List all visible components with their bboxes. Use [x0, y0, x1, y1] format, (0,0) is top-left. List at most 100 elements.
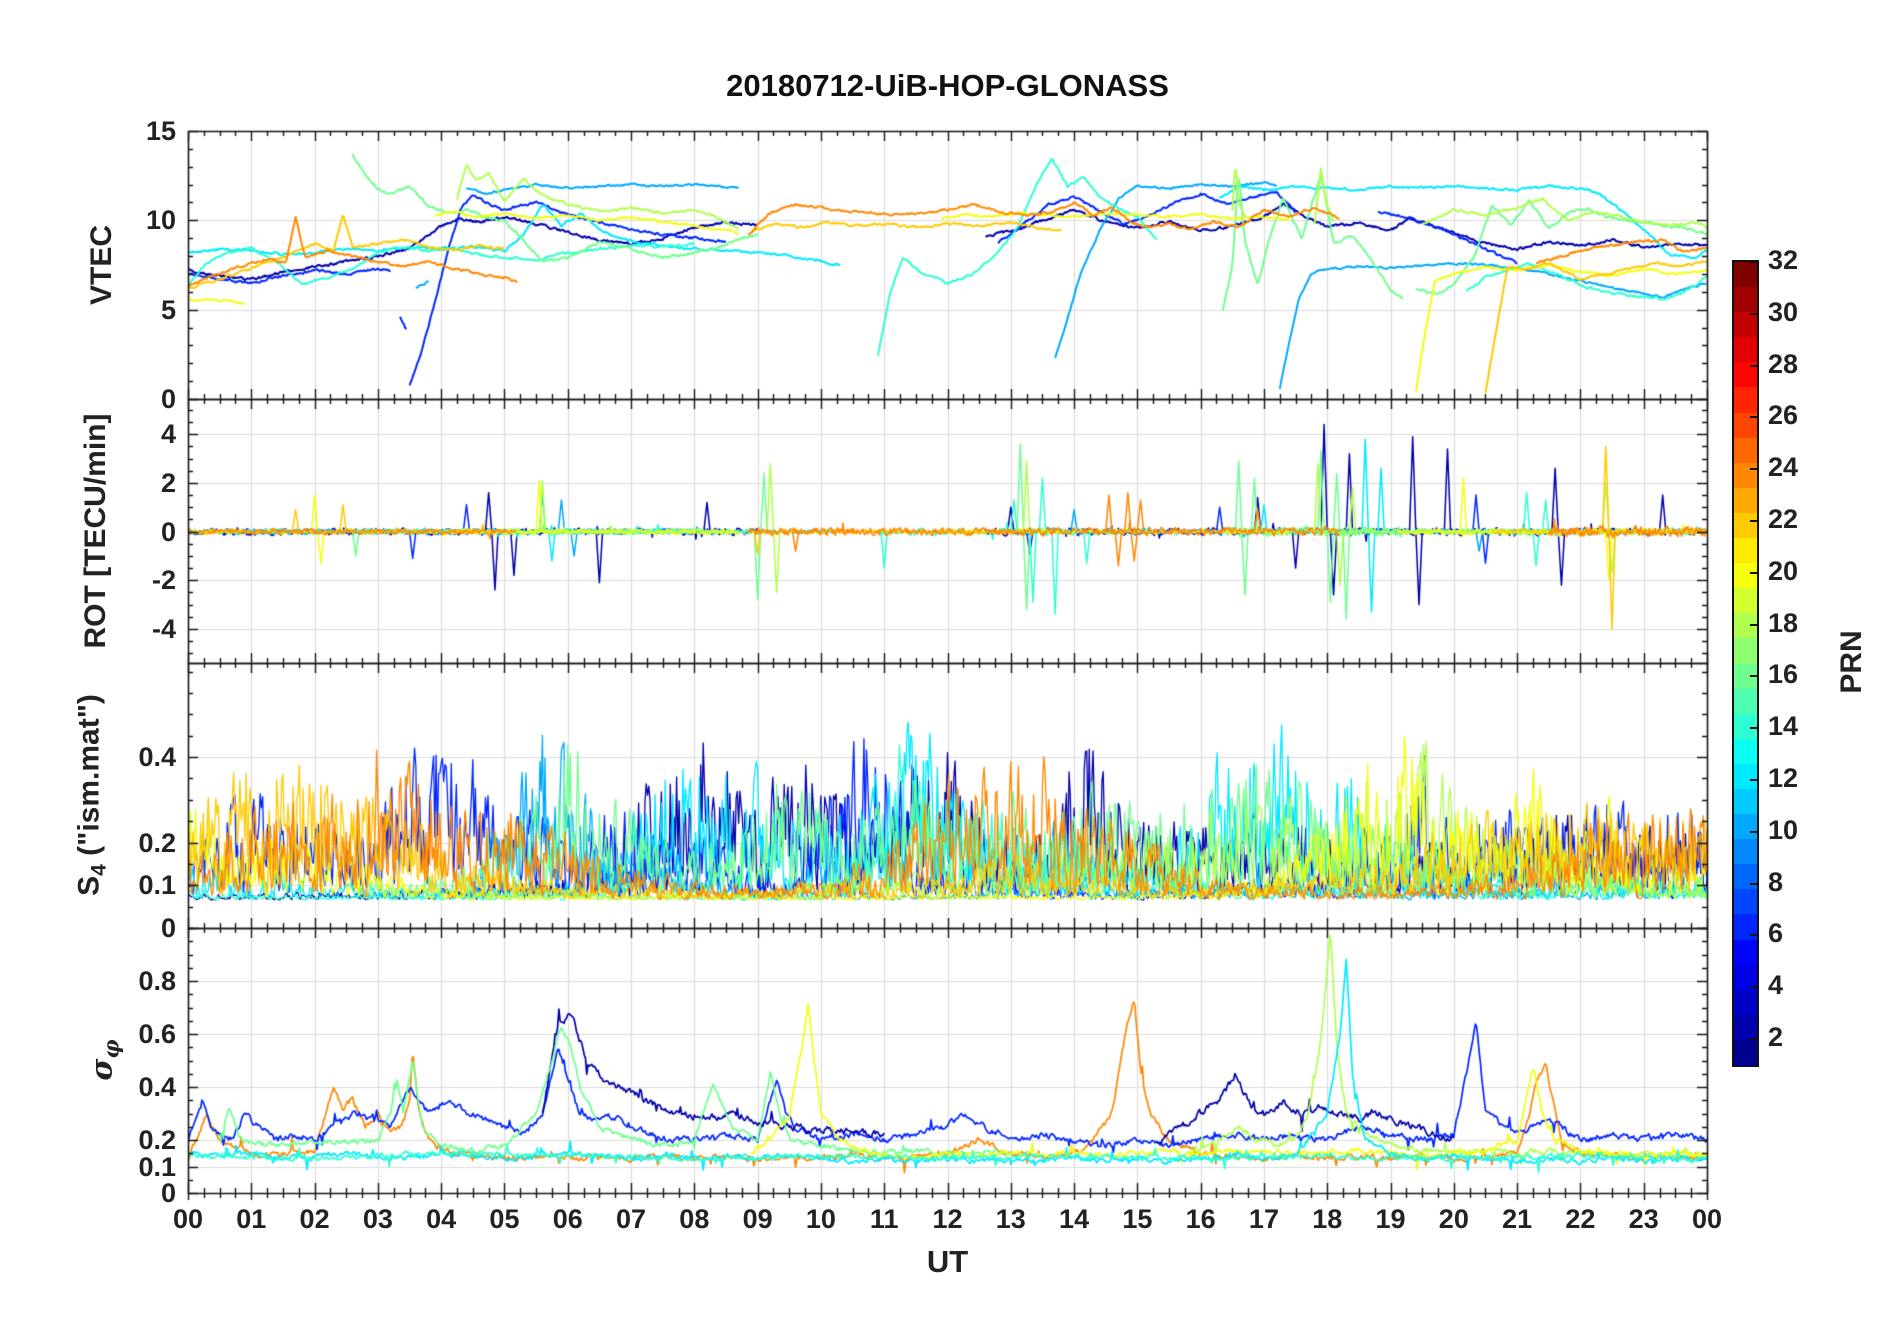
colorbar-tickmark: [1750, 312, 1757, 315]
y-tick-label: 0.2: [138, 1125, 176, 1155]
colorbar-tickmark: [1750, 416, 1757, 419]
y-tick-label: 0.4: [138, 742, 176, 773]
colorbar-tickmark: [1750, 986, 1757, 989]
colorbar-band: [1734, 763, 1757, 790]
colorbar-tick-label: 4: [1768, 970, 1784, 1001]
colorbar-tickmark: [1750, 830, 1757, 833]
colorbar-tick-label: 22: [1768, 504, 1799, 535]
x-tick-label: 20: [1438, 1204, 1469, 1234]
x-tick-label: 06: [552, 1204, 583, 1234]
y-tick-label: 10: [145, 205, 176, 236]
colorbar-band: [1734, 688, 1757, 715]
colorbar-band: [1734, 487, 1757, 514]
x-tick-label: 18: [1312, 1204, 1343, 1234]
x-tick-label: 17: [1248, 1204, 1279, 1234]
y-tick-label: 0.8: [138, 966, 176, 996]
colorbar-tick-label: 24: [1768, 452, 1799, 483]
y-tick-label: 2: [160, 467, 176, 498]
x-tick-label: 10: [805, 1204, 836, 1234]
x-tick-label: 04: [426, 1204, 457, 1234]
colorbar-band: [1734, 262, 1757, 288]
y-tick-label: -2: [151, 565, 176, 596]
plot-title: 20180712-UiB-HOP-GLONASS: [726, 68, 1169, 103]
colorbar-tick-label: 2: [1768, 1022, 1784, 1053]
colorbar-tickmark: [1750, 727, 1757, 730]
x-tick-label: 21: [1502, 1204, 1533, 1234]
y-tick-label: 0.2: [138, 827, 176, 858]
colorbar-band: [1734, 312, 1757, 338]
colorbar-band: [1734, 588, 1757, 614]
x-tick-label: 00: [172, 1204, 204, 1234]
x-tick-label: 11: [869, 1204, 899, 1234]
colorbar-band: [1734, 638, 1757, 664]
colorbar-tick-label: 18: [1768, 607, 1799, 638]
colorbar-band: [1734, 814, 1757, 840]
colorbar-band: [1734, 738, 1757, 765]
colorbar-band: [1734, 1039, 1757, 1066]
y-tick-label: 0: [160, 516, 176, 547]
x-tick-label: 09: [742, 1204, 773, 1234]
x-tick-label: 07: [616, 1204, 647, 1234]
x-tick-label: 00: [1691, 1204, 1723, 1234]
colorbar-tick-label: 16: [1768, 659, 1799, 690]
colorbar-tick-label: 20: [1768, 555, 1799, 586]
colorbar-band: [1734, 387, 1757, 414]
colorbar-band: [1734, 412, 1757, 439]
colorbar-tickmark: [1750, 882, 1757, 885]
y-tick-label: 0: [160, 1178, 176, 1208]
y-tick-label: 0.6: [138, 1019, 176, 1049]
colorbar-band: [1734, 563, 1757, 589]
colorbar-band: [1734, 663, 1757, 690]
colorbar-tickmark: [1750, 520, 1757, 523]
x-tick-label: 14: [1059, 1204, 1090, 1234]
x-tick-label: 08: [679, 1204, 710, 1234]
y-tick-label: 15: [145, 116, 176, 146]
colorbar-band: [1734, 613, 1757, 639]
x-tick-label: 12: [932, 1204, 963, 1234]
colorbar-tick-label: 8: [1768, 866, 1784, 897]
x-tick-label: 15: [1122, 1204, 1153, 1234]
colorbar-tickmark: [1750, 934, 1757, 937]
x-tick-label: 05: [489, 1204, 520, 1234]
colorbar-tickmark: [1750, 571, 1757, 574]
colorbar-band: [1734, 964, 1757, 991]
x-tick-label: 22: [1565, 1204, 1596, 1234]
y-tick-label: 0.4: [138, 1072, 176, 1102]
colorbar-tick-label: 30: [1768, 296, 1799, 327]
x-tick-label: 16: [1185, 1204, 1216, 1234]
colorbar-band: [1734, 512, 1757, 539]
x-tick-label: 03: [362, 1204, 393, 1234]
colorbar-band: [1734, 287, 1757, 313]
x-tick-label: 19: [1375, 1204, 1406, 1234]
ylabel-s4: S4 ("ism.mat"): [72, 694, 111, 896]
colorbar-band: [1734, 788, 1757, 815]
colorbar-tick-label: 28: [1768, 348, 1799, 379]
colorbar-band: [1734, 538, 1757, 564]
colorbar-tick-label: 26: [1768, 400, 1799, 431]
y-tick-label: -4: [151, 613, 176, 644]
colorbar-band: [1734, 989, 1757, 1016]
colorbar-band: [1734, 1014, 1757, 1041]
y-tick-label: 4: [160, 419, 176, 450]
colorbar-tickmark: [1750, 623, 1757, 626]
x-tick-label: 13: [995, 1204, 1026, 1234]
colorbar-label-prn: PRN: [1835, 630, 1868, 694]
colorbar-band: [1734, 362, 1757, 388]
colorbar-tick-label: 14: [1768, 711, 1799, 742]
colorbar-tick-label: 10: [1768, 814, 1799, 845]
y-tick-label: 5: [160, 294, 176, 325]
colorbar-tickmark: [1750, 261, 1757, 263]
y-tick-label: 0.1: [138, 1151, 176, 1182]
ylabel-vtec: VTEC: [85, 224, 118, 306]
y-tick-label: 0: [160, 913, 176, 943]
colorbar-band: [1734, 864, 1757, 890]
colorbar-tickmark: [1750, 364, 1757, 367]
xlabel-ut: UT: [926, 1244, 969, 1279]
colorbar-tickmark: [1750, 468, 1757, 471]
colorbar-band: [1734, 437, 1757, 464]
y-tick-label: 0.1: [138, 870, 176, 901]
colorbar-tickmark: [1750, 675, 1757, 678]
colorbar-band: [1734, 914, 1757, 941]
